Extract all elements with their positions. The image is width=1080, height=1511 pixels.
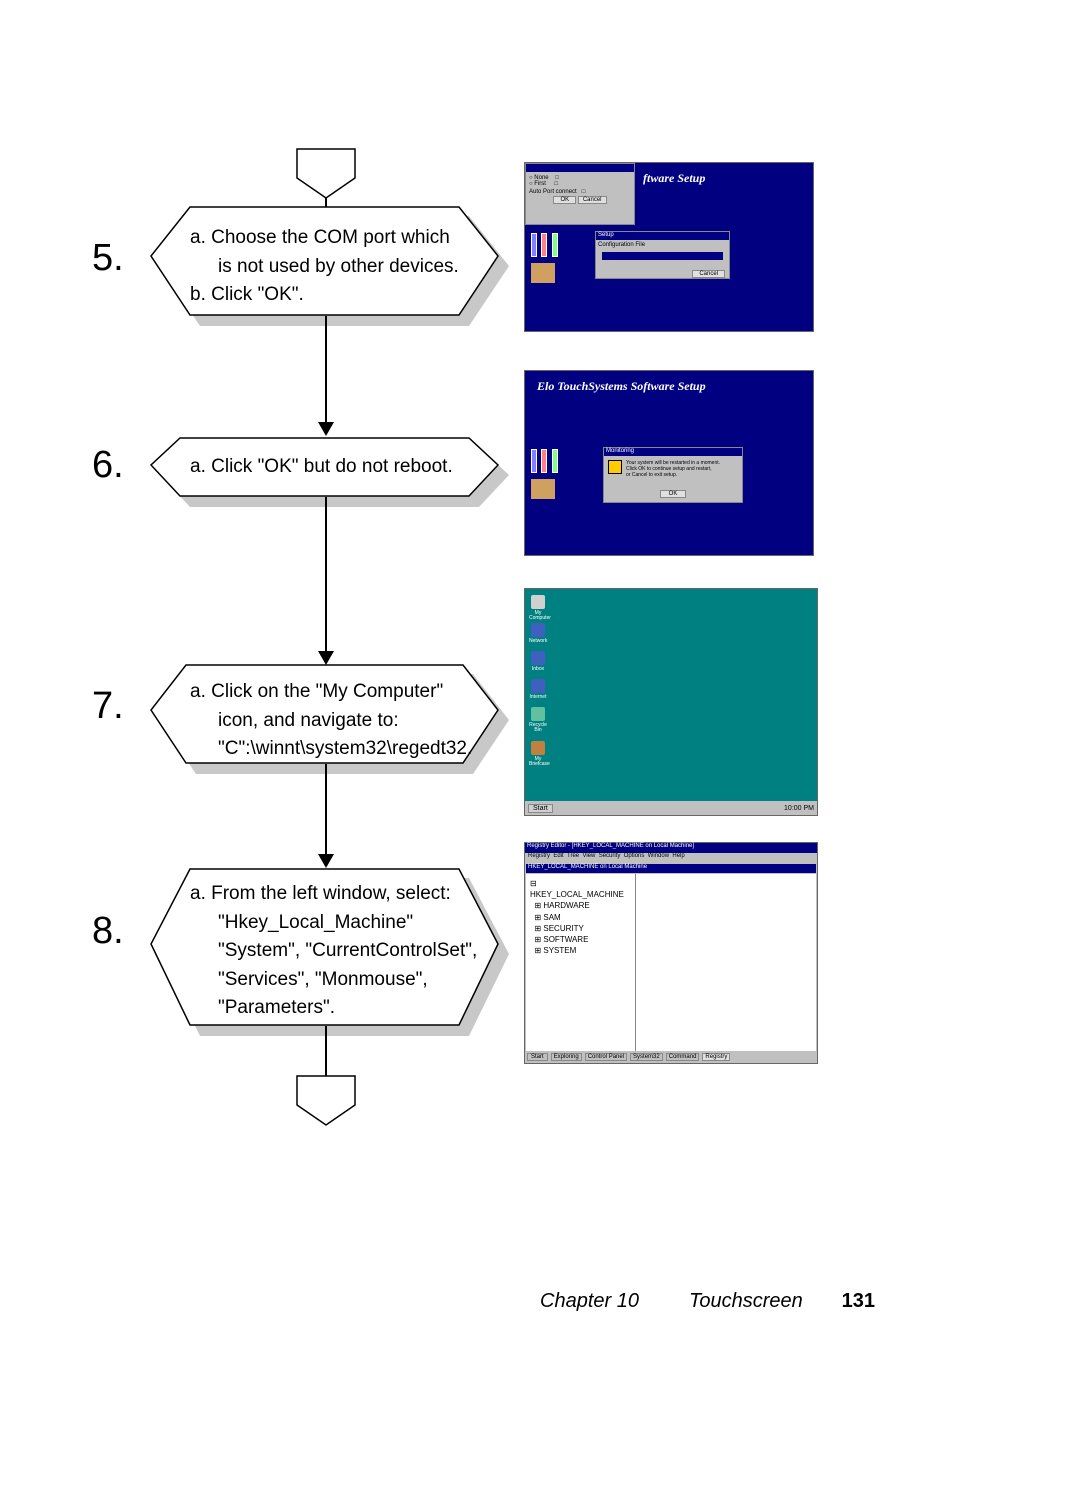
icon-mycomputer: My Computer [529, 595, 547, 621]
pentagon-bottom [296, 1075, 356, 1127]
s5-a: a. Choose the COM port which [190, 227, 450, 248]
s7-a2: icon, and navigate to: [190, 710, 399, 731]
arrow-7-8-head [318, 854, 334, 868]
footer-chapter: Chapter 10 [540, 1290, 639, 1312]
icons-5 [531, 233, 558, 262]
s5-b: b. Click "OK". [190, 284, 304, 305]
dlg-5b: Setup Configuration File Cancel [595, 231, 730, 279]
step-8-number: 8. [92, 910, 124, 953]
s8-a2: "Hkey_Local_Machine" [190, 912, 413, 933]
reg-child-title: HKEY_LOCAL_MACHINE on Local Machine [526, 864, 816, 873]
arrow-6-7-head [318, 651, 334, 665]
thumbnail-7: My Computer Network Inbox Internet Recyc… [524, 588, 818, 816]
taskbar-8: Start Exploring Control Panel System32 C… [525, 1051, 817, 1063]
thumb-5-title: ftware Setup [643, 171, 705, 186]
arrow-5-6 [325, 316, 327, 424]
s8-a3: "System", "CurrentControlSet", [190, 940, 477, 961]
footer: Chapter 10 Touchscreen 131 [540, 1290, 875, 1313]
icon-ie: Internet [529, 679, 547, 700]
s8-a5: "Parameters". [190, 997, 335, 1018]
step-5-number: 5. [92, 237, 124, 280]
step-5-text: a. Choose the COM port which is not used… [190, 224, 459, 310]
dlg-5a: ○ None □ ○ First □ Auto Port connect □ O… [525, 163, 635, 225]
arrow-8-out [325, 1026, 327, 1076]
reg-menubar: Registry Edit Tree View Security Options… [525, 853, 817, 863]
icons-6 [531, 449, 558, 478]
step-7-number: 7. [92, 685, 124, 728]
arrow-6-7 [325, 497, 327, 653]
reg-tree: ⊟ HKEY_LOCAL_MACHINE ⊞ HARDWARE ⊞ SAM ⊞ … [526, 874, 636, 1052]
step-8-text: a. From the left window, select: "Hkey_L… [190, 880, 477, 1023]
step-6-text: a. Click "OK" but do not reboot. [190, 453, 453, 482]
icon-briefcase: My Briefcase [529, 741, 547, 767]
thumbnail-6: Elo TouchSystems Software Setup Monitori… [524, 370, 814, 556]
pentagon-top [296, 148, 356, 200]
icon-recycle: Recycle Bin [529, 707, 547, 733]
s7-a3: "C":\winnt\system32\regedt32. [190, 738, 472, 759]
s7-a: a. Click on the "My Computer" [190, 681, 443, 702]
thumbnail-5: ftware Setup ○ None □ ○ First □ Auto Por… [524, 162, 814, 332]
s6-a: a. Click "OK" but do not reboot. [190, 456, 453, 477]
taskbar-7: Start 10:00 PM [525, 801, 817, 815]
reg-values [636, 874, 816, 1052]
s8-a4: "Services", "Monmouse", [190, 969, 428, 990]
dlg-6: Monitoring Your system will be restarted… [603, 447, 743, 503]
footer-page: 131 [842, 1290, 875, 1312]
step-7-text: a. Click on the "My Computer" icon, and … [190, 678, 472, 764]
thumbnail-8: Registry Editor - [HKEY_LOCAL_MACHINE on… [524, 842, 818, 1064]
step-6-number: 6. [92, 444, 124, 487]
icon-network: Network [529, 623, 547, 644]
footer-section: Touchscreen [689, 1290, 803, 1312]
reg-titlebar: Registry Editor - [HKEY_LOCAL_MACHINE on… [525, 843, 817, 853]
s5-a2: is not used by other devices. [190, 256, 459, 277]
page: 5. a. Choose the COM port which is not u… [0, 0, 1080, 1511]
arrow-7-8 [325, 764, 327, 856]
icon-inbox: Inbox [529, 651, 547, 672]
s8-a: a. From the left window, select: [190, 883, 451, 904]
icon-6b [531, 479, 555, 499]
arrow-5-6-head [318, 422, 334, 436]
icon-5b [531, 263, 555, 283]
thumb-6-title: Elo TouchSystems Software Setup [537, 379, 706, 394]
warning-icon [608, 460, 622, 474]
